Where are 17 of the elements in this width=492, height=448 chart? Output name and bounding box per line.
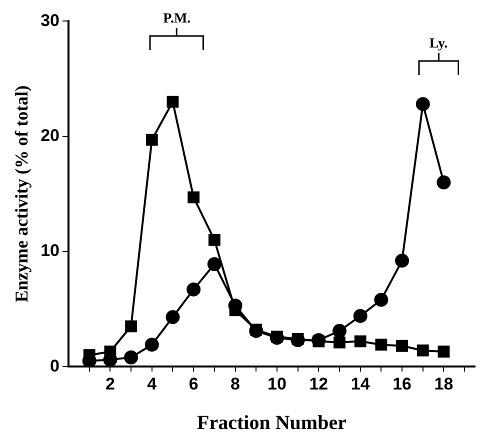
x-axis-title: Fraction Number: [197, 412, 347, 434]
x-tick-label: 12: [309, 374, 328, 394]
y-tick-label: 20: [40, 126, 60, 146]
x-tick-label: 18: [434, 374, 454, 394]
x-tick-label: 6: [188, 374, 198, 394]
x-tick-label: 2: [105, 374, 115, 394]
y-axis-title: Enzyme activity (% of total): [11, 85, 32, 302]
y-tick-label: 30: [40, 10, 60, 30]
x-tick-label: 8: [230, 374, 240, 394]
x-tick-label: 14: [350, 374, 370, 394]
annotation: P.M.: [163, 11, 191, 26]
y-tick-label: 10: [40, 241, 60, 260]
y-tick-label: 0: [50, 356, 60, 376]
x-tick-label: 4: [147, 374, 158, 394]
x-tick-label: 10: [268, 374, 286, 394]
annotation: Ly.: [429, 36, 448, 52]
x-tick-label: 16: [392, 374, 412, 394]
